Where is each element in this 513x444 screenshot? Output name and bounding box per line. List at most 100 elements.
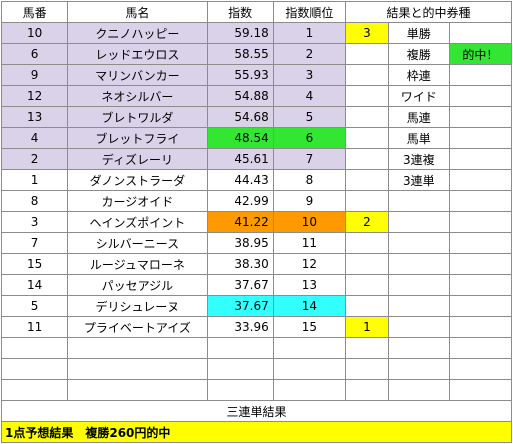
blank-cell	[345, 379, 389, 401]
horse-name-cell: ルージュマローネ	[67, 253, 208, 275]
blank-row	[0, 358, 513, 380]
horse-number-cell: 11	[0, 316, 69, 338]
hit-cell	[448, 22, 513, 44]
index-cell: 37.67	[206, 274, 274, 296]
bet-type-cell	[387, 316, 450, 338]
table-row: 3 ヘインズポイント 41.22 10 2	[0, 211, 513, 233]
header-result: 結果と的中券種	[345, 1, 512, 23]
horse-number-cell: 14	[0, 274, 69, 296]
table-row: 6 レッドエウロス 58.55 2 複勝 的中！	[0, 43, 513, 65]
blank-cell	[448, 379, 513, 401]
horse-number-cell: 9	[0, 64, 69, 86]
index-cell: 41.22	[206, 211, 274, 233]
horse-number-cell: 5	[0, 295, 69, 317]
table-row: 12 ネオシルバー 54.88 4 ワイド	[0, 85, 513, 107]
blank-cell	[67, 337, 208, 359]
hit-cell	[448, 148, 513, 170]
blank-cell	[448, 337, 513, 359]
horse-number-cell: 4	[0, 127, 69, 149]
horse-number-cell: 13	[0, 106, 69, 128]
finish-position-cell: 2	[345, 211, 389, 233]
rank-cell: 7	[272, 148, 347, 170]
finish-position-cell	[345, 43, 389, 65]
hit-cell	[448, 253, 513, 275]
bet-type-cell: 馬単	[387, 127, 450, 149]
rank-cell: 5	[272, 106, 347, 128]
horse-name-cell: ブレトワルダ	[67, 106, 208, 128]
rank-cell: 9	[272, 190, 347, 212]
blank-cell	[206, 379, 274, 401]
finish-position-cell	[345, 232, 389, 254]
horse-name-cell: デリシュレーヌ	[67, 295, 208, 317]
finish-position-cell	[345, 106, 389, 128]
horse-number-cell: 8	[0, 190, 69, 212]
finish-position-cell	[345, 148, 389, 170]
bet-type-cell: ワイド	[387, 85, 450, 107]
blank-cell	[67, 379, 208, 401]
index-cell: 55.93	[206, 64, 274, 86]
blank-cell	[272, 358, 347, 380]
blank-cell	[272, 379, 347, 401]
table-row: 7 シルバーニース 38.95 11	[0, 232, 513, 254]
header-rank: 指数順位	[272, 1, 347, 23]
blank-cell	[272, 337, 347, 359]
bet-type-cell: 馬連	[387, 106, 450, 128]
horse-name-cell: ネオシルバー	[67, 85, 208, 107]
hit-cell	[448, 64, 513, 86]
bet-type-cell: 3連複	[387, 148, 450, 170]
finish-position-cell	[345, 169, 389, 191]
horse-number-cell: 2	[0, 148, 69, 170]
blank-cell	[345, 337, 389, 359]
horse-name-cell: レッドエウロス	[67, 43, 208, 65]
blank-cell	[67, 358, 208, 380]
blank-cell	[0, 337, 69, 359]
index-cell: 58.55	[206, 43, 274, 65]
hit-cell	[448, 106, 513, 128]
rank-cell: 10	[272, 211, 347, 233]
bet-type-cell	[387, 211, 450, 233]
hit-cell	[448, 85, 513, 107]
blank-cell	[387, 358, 450, 380]
blank-cell	[345, 358, 389, 380]
finish-position-cell: 3	[345, 22, 389, 44]
horse-number-cell: 3	[0, 211, 69, 233]
horse-number-cell: 6	[0, 43, 69, 65]
bet-type-cell: 枠連	[387, 64, 450, 86]
header-index: 指数	[206, 1, 274, 23]
hit-cell	[448, 295, 513, 317]
blank-cell	[0, 379, 69, 401]
bet-type-cell	[387, 232, 450, 254]
index-cell: 38.95	[206, 232, 274, 254]
blank-cell	[448, 358, 513, 380]
horse-name-cell: ヘインズポイント	[67, 211, 208, 233]
horse-name-cell: ディズレーリ	[67, 148, 208, 170]
table-row: 13 ブレトワルダ 54.68 5 馬連	[0, 106, 513, 128]
table-row: 10 クニノハッピー 59.18 1 3 単勝	[0, 22, 513, 44]
index-cell: 37.67	[206, 295, 274, 317]
finish-position-cell: 1	[345, 316, 389, 338]
finish-position-cell	[345, 295, 389, 317]
hit-cell	[448, 169, 513, 191]
horse-number-cell: 10	[0, 22, 69, 44]
horse-name-cell: プライベートアイズ	[67, 316, 208, 338]
prediction-result-banner: 1点予想結果 複勝260円的中	[1, 421, 512, 443]
horse-number-cell: 12	[0, 85, 69, 107]
bet-type-cell: 3連単	[387, 169, 450, 191]
horse-name-cell: シルバーニース	[67, 232, 208, 254]
blank-cell	[206, 358, 274, 380]
table-row: 15 ルージュマローネ 38.30 12	[0, 253, 513, 275]
blank-cell	[206, 337, 274, 359]
table-row: 5 デリシュレーヌ 37.67 14	[0, 295, 513, 317]
index-cell: 59.18	[206, 22, 274, 44]
bet-type-cell: 複勝	[387, 43, 450, 65]
footer-row: 1点予想結果 複勝260円的中	[1, 421, 512, 443]
table-row: 4 ブレットフライ 48.54 6 馬単	[0, 127, 513, 149]
blank-cell	[387, 379, 450, 401]
table-row: 14 パッセアジル 37.67 13	[0, 274, 513, 296]
hit-cell	[448, 190, 513, 212]
header-name: 馬名	[67, 1, 208, 23]
index-cell: 54.68	[206, 106, 274, 128]
hit-cell	[448, 316, 513, 338]
